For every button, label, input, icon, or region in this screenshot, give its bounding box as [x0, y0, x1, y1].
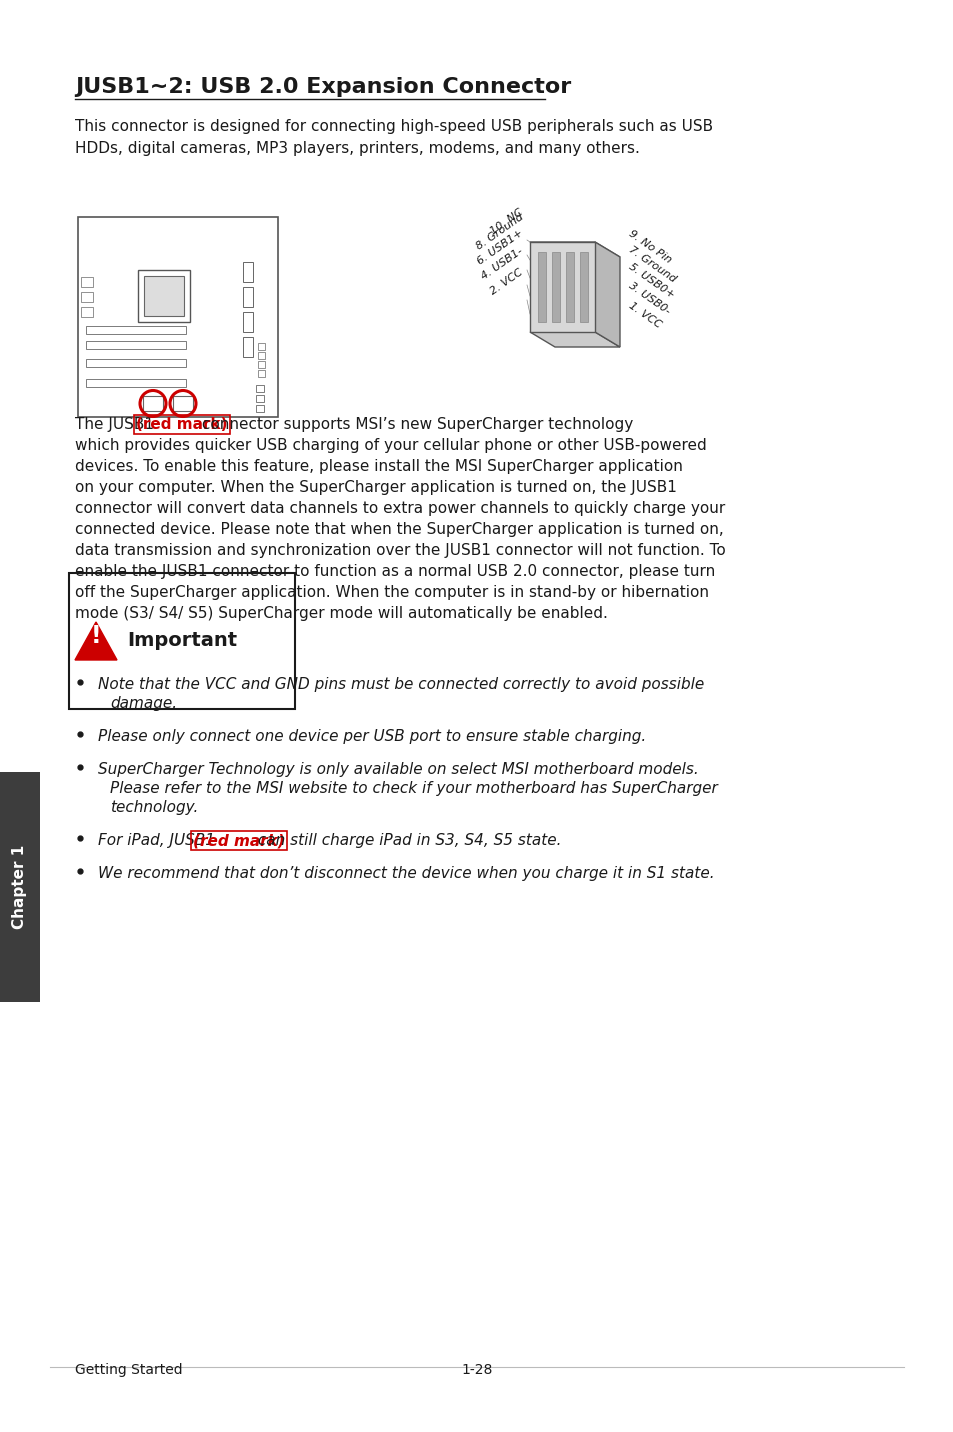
- Text: 7. Ground: 7. Ground: [626, 243, 678, 284]
- Text: Getting Started: Getting Started: [75, 1363, 182, 1378]
- Text: 6. USB1+: 6. USB1+: [475, 228, 524, 266]
- FancyBboxPatch shape: [530, 242, 595, 332]
- Text: enable the JUSB1 connector to function as a normal USB 2.0 connector, please tur: enable the JUSB1 connector to function a…: [75, 564, 715, 579]
- Text: Note that the VCC and GND pins must be connected correctly to avoid possible: Note that the VCC and GND pins must be c…: [98, 677, 703, 692]
- FancyBboxPatch shape: [138, 271, 190, 322]
- Text: Please only connect one device per USB port to ensure stable charging.: Please only connect one device per USB p…: [98, 729, 645, 745]
- FancyBboxPatch shape: [86, 359, 186, 367]
- Polygon shape: [75, 621, 117, 660]
- Text: off the SuperCharger application. When the computer is in stand-by or hibernatio: off the SuperCharger application. When t…: [75, 586, 708, 600]
- Text: (red mark): (red mark): [193, 833, 285, 848]
- FancyBboxPatch shape: [565, 252, 574, 322]
- FancyBboxPatch shape: [257, 361, 265, 368]
- FancyBboxPatch shape: [537, 252, 545, 322]
- Text: This connector is designed for connecting high-speed USB peripherals such as USB: This connector is designed for connectin…: [75, 119, 713, 156]
- FancyBboxPatch shape: [143, 397, 163, 411]
- Text: data transmission and synchronization over the JUSB1 connector will not function: data transmission and synchronization ov…: [75, 543, 725, 558]
- Text: connected device. Please note that when the SuperCharger application is turned o: connected device. Please note that when …: [75, 523, 723, 537]
- FancyBboxPatch shape: [255, 385, 264, 392]
- Text: connector will convert data channels to extra power channels to quickly charge y: connector will convert data channels to …: [75, 501, 724, 516]
- FancyBboxPatch shape: [78, 218, 277, 417]
- FancyBboxPatch shape: [81, 306, 92, 316]
- Text: !: !: [91, 624, 101, 649]
- Text: 2. VCC: 2. VCC: [488, 268, 524, 296]
- FancyBboxPatch shape: [86, 326, 186, 334]
- Polygon shape: [595, 242, 619, 347]
- FancyBboxPatch shape: [579, 252, 587, 322]
- FancyBboxPatch shape: [257, 344, 265, 349]
- Polygon shape: [530, 242, 619, 256]
- FancyBboxPatch shape: [243, 337, 253, 357]
- FancyBboxPatch shape: [172, 397, 193, 411]
- Text: devices. To enable this feature, please install the MSI SuperCharger application: devices. To enable this feature, please …: [75, 460, 682, 474]
- FancyBboxPatch shape: [255, 395, 264, 402]
- FancyBboxPatch shape: [255, 405, 264, 412]
- Text: (red mark): (red mark): [136, 417, 227, 432]
- Text: For iPad, JUSB1: For iPad, JUSB1: [98, 833, 219, 848]
- Text: 8. Ground: 8. Ground: [474, 212, 524, 252]
- Text: on your computer. When the SuperCharger application is turned on, the JUSB1: on your computer. When the SuperCharger …: [75, 480, 677, 495]
- Text: Please refer to the MSI website to check if your motherboard has SuperCharger: Please refer to the MSI website to check…: [110, 780, 717, 796]
- Text: damage.: damage.: [110, 696, 177, 712]
- Text: 1-28: 1-28: [461, 1363, 492, 1378]
- FancyBboxPatch shape: [243, 262, 253, 282]
- FancyBboxPatch shape: [257, 352, 265, 359]
- Text: connector supports MSI’s new SuperCharger technology: connector supports MSI’s new SuperCharge…: [196, 417, 633, 432]
- Text: can still charge iPad in S3, S4, S5 state.: can still charge iPad in S3, S4, S5 stat…: [253, 833, 560, 848]
- FancyBboxPatch shape: [0, 772, 40, 1002]
- FancyBboxPatch shape: [86, 379, 186, 387]
- Text: We recommend that don’t disconnect the device when you charge it in S1 state.: We recommend that don’t disconnect the d…: [98, 866, 714, 881]
- FancyBboxPatch shape: [257, 369, 265, 377]
- FancyBboxPatch shape: [81, 292, 92, 302]
- FancyBboxPatch shape: [243, 312, 253, 332]
- Text: 1. VCC: 1. VCC: [626, 301, 662, 329]
- Polygon shape: [530, 332, 619, 347]
- Text: JUSB1~2: USB 2.0 Expansion Connector: JUSB1~2: USB 2.0 Expansion Connector: [75, 77, 571, 97]
- Text: technology.: technology.: [110, 800, 198, 815]
- Text: SuperCharger Technology is only available on select MSI motherboard models.: SuperCharger Technology is only availabl…: [98, 762, 698, 778]
- Text: mode (S3/ S4/ S5) SuperCharger mode will automatically be enabled.: mode (S3/ S4/ S5) SuperCharger mode will…: [75, 606, 607, 621]
- Text: The JUSB1: The JUSB1: [75, 417, 159, 432]
- Text: 4. USB1-: 4. USB1-: [479, 246, 524, 282]
- FancyBboxPatch shape: [86, 341, 186, 349]
- FancyBboxPatch shape: [81, 276, 92, 286]
- Text: 9. No Pin: 9. No Pin: [626, 229, 673, 265]
- FancyBboxPatch shape: [552, 252, 559, 322]
- Text: Chapter 1: Chapter 1: [12, 845, 28, 929]
- Text: Important: Important: [127, 632, 237, 650]
- FancyBboxPatch shape: [243, 286, 253, 306]
- Text: 3. USB0-: 3. USB0-: [626, 281, 672, 316]
- Text: 5. USB0+: 5. USB0+: [626, 262, 676, 301]
- Text: 10. NC: 10. NC: [488, 208, 524, 238]
- FancyBboxPatch shape: [144, 276, 184, 316]
- Text: which provides quicker USB charging of your cellular phone or other USB-powered: which provides quicker USB charging of y…: [75, 438, 706, 453]
